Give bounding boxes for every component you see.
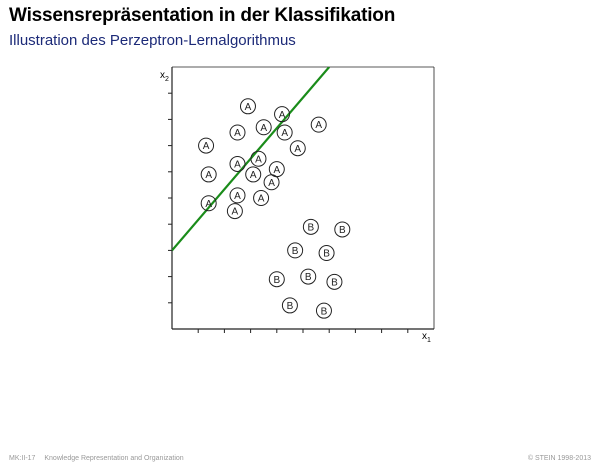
axis-label-main: x bbox=[422, 331, 427, 342]
svg-text:A: A bbox=[232, 207, 239, 218]
point-b: B bbox=[281, 297, 298, 314]
svg-text:A: A bbox=[234, 160, 241, 171]
point-b: B bbox=[287, 242, 304, 259]
point-a: A bbox=[226, 203, 243, 220]
svg-text:A: A bbox=[255, 154, 262, 165]
point-a: A bbox=[198, 137, 215, 154]
point-a: A bbox=[276, 124, 293, 141]
point-a: A bbox=[200, 195, 217, 212]
svg-text:B: B bbox=[321, 306, 328, 317]
point-b: B bbox=[326, 273, 343, 290]
svg-text:B: B bbox=[305, 272, 312, 283]
svg-text:A: A bbox=[260, 123, 267, 134]
svg-text:A: A bbox=[205, 170, 212, 181]
point-a: A bbox=[250, 150, 267, 167]
point-a: A bbox=[229, 187, 246, 204]
axis-label-main: x bbox=[160, 70, 165, 81]
axis-label-subscript: 1 bbox=[427, 337, 431, 344]
point-a: A bbox=[310, 116, 327, 133]
svg-text:A: A bbox=[258, 194, 265, 205]
svg-text:B: B bbox=[292, 246, 299, 257]
point-a: A bbox=[245, 166, 262, 183]
svg-text:A: A bbox=[279, 110, 286, 121]
svg-text:B: B bbox=[287, 301, 294, 312]
svg-text:B: B bbox=[339, 225, 346, 236]
footer-topic: Knowledge Representation and Organizatio… bbox=[44, 455, 184, 462]
point-b: B bbox=[334, 221, 351, 238]
point-b: B bbox=[268, 271, 285, 288]
svg-text:B: B bbox=[308, 222, 315, 233]
svg-text:A: A bbox=[245, 102, 252, 113]
x-axis-label: x1 bbox=[422, 331, 431, 344]
svg-text:B: B bbox=[273, 275, 280, 286]
point-b: B bbox=[315, 302, 332, 319]
point-b: B bbox=[300, 268, 317, 285]
svg-text:A: A bbox=[234, 191, 241, 202]
svg-text:A: A bbox=[294, 144, 301, 155]
axis-ticks bbox=[168, 92, 409, 333]
svg-text:B: B bbox=[323, 249, 330, 260]
svg-text:A: A bbox=[273, 165, 280, 176]
svg-text:A: A bbox=[234, 128, 241, 139]
svg-text:A: A bbox=[281, 128, 288, 139]
svg-text:A: A bbox=[203, 141, 210, 152]
footer-left: MK:II-17 Knowledge Representation and Or… bbox=[9, 455, 184, 462]
point-a: A bbox=[263, 174, 280, 191]
point-a: A bbox=[253, 190, 270, 206]
axis-label-subscript: 2 bbox=[165, 76, 169, 83]
point-a: A bbox=[289, 140, 306, 157]
point-b: B bbox=[318, 245, 335, 262]
y-axis-label: x2 bbox=[160, 70, 169, 83]
svg-text:A: A bbox=[205, 199, 212, 210]
slide-subtitle: Illustration des Perzeptron-Lernalgorith… bbox=[9, 32, 296, 49]
point-b: B bbox=[302, 218, 319, 235]
point-a: A bbox=[255, 119, 272, 136]
footer-course: MK:II-17 bbox=[9, 455, 36, 462]
point-a: A bbox=[274, 106, 291, 123]
slide-title: Wissensrepräsentation in der Klassifikat… bbox=[9, 5, 396, 26]
footer-copyright: © STEIN 1998-2013 bbox=[527, 455, 591, 462]
point-a: A bbox=[229, 155, 246, 172]
svg-text:A: A bbox=[315, 120, 322, 131]
point-a: A bbox=[239, 98, 256, 115]
svg-text:A: A bbox=[268, 178, 275, 189]
svg-text:A: A bbox=[250, 170, 257, 181]
svg-text:B: B bbox=[331, 277, 338, 288]
point-a: A bbox=[200, 166, 217, 183]
point-a: A bbox=[229, 124, 246, 141]
